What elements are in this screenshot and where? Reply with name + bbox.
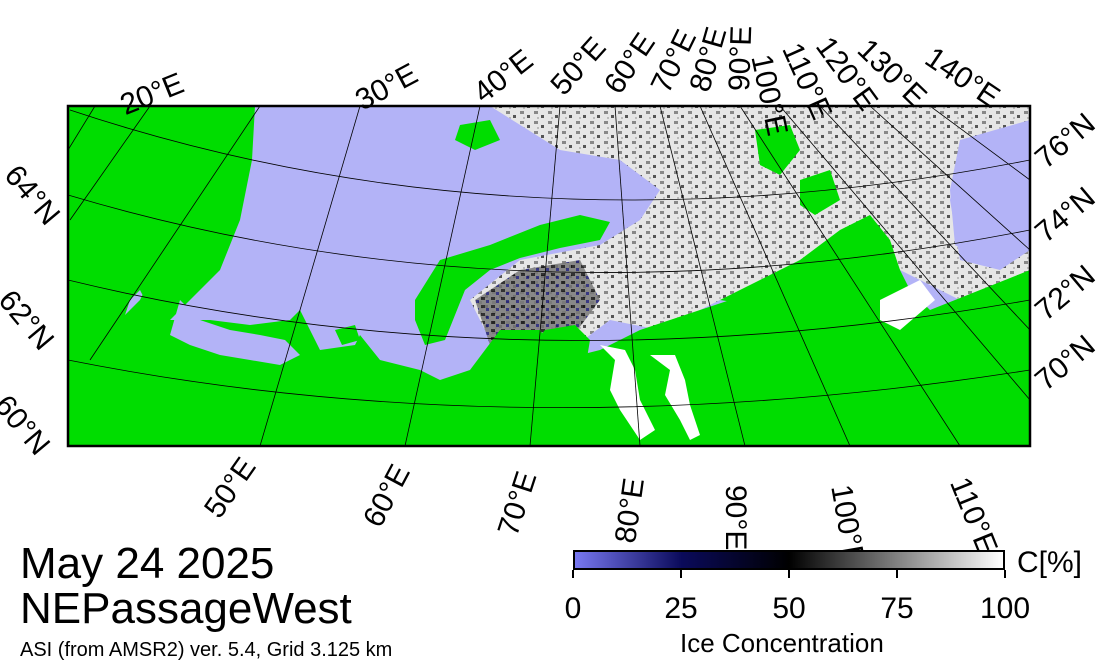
white-sea xyxy=(170,300,300,365)
colorbar-tick-label: 25 xyxy=(664,592,698,625)
gulf-taimyr-east xyxy=(880,280,935,330)
colorbar-unit: C[%] xyxy=(1017,546,1083,579)
land-severnaya-zemlya xyxy=(755,125,800,175)
land-franz-josef xyxy=(455,120,500,150)
map-source-note: ASI (from AMSR2) ver. 5.4, Grid 3.125 km xyxy=(20,639,393,661)
colorbar-tick-label: 100 xyxy=(979,592,1031,625)
sea-ice-north xyxy=(470,106,1030,360)
colorbar-tick-mark xyxy=(572,570,574,578)
graticule xyxy=(68,106,1030,446)
land-kolguev xyxy=(335,325,360,345)
colorbar-tick-label: 50 xyxy=(772,592,806,625)
colorbar xyxy=(573,550,1005,570)
colorbar-tick-mark xyxy=(1004,570,1006,578)
land-yamal xyxy=(510,325,590,446)
gulf-ob xyxy=(600,345,655,440)
lon-label-bottom: 90°E xyxy=(719,485,752,551)
land-novaya-zemlya xyxy=(415,215,610,345)
land-scandinavia xyxy=(68,106,255,350)
land-severnaya-zemlya-south xyxy=(800,170,840,215)
map-date: May 24 2025 xyxy=(20,539,275,588)
colorbar-tick-mark xyxy=(788,570,790,578)
map-frame xyxy=(66,104,1032,448)
colorbar-tick-mark xyxy=(896,570,898,578)
colorbar-label: Ice Concentration xyxy=(680,628,884,658)
map-region-name: NEPassageWest xyxy=(20,584,352,633)
colorbar-tick-label: 75 xyxy=(880,592,914,625)
gulf-yenisei xyxy=(650,355,700,440)
sea-ice-east-water xyxy=(950,120,1030,265)
colorbar-tick-mark xyxy=(680,570,682,578)
colorbar-tick-label: 0 xyxy=(564,592,582,625)
